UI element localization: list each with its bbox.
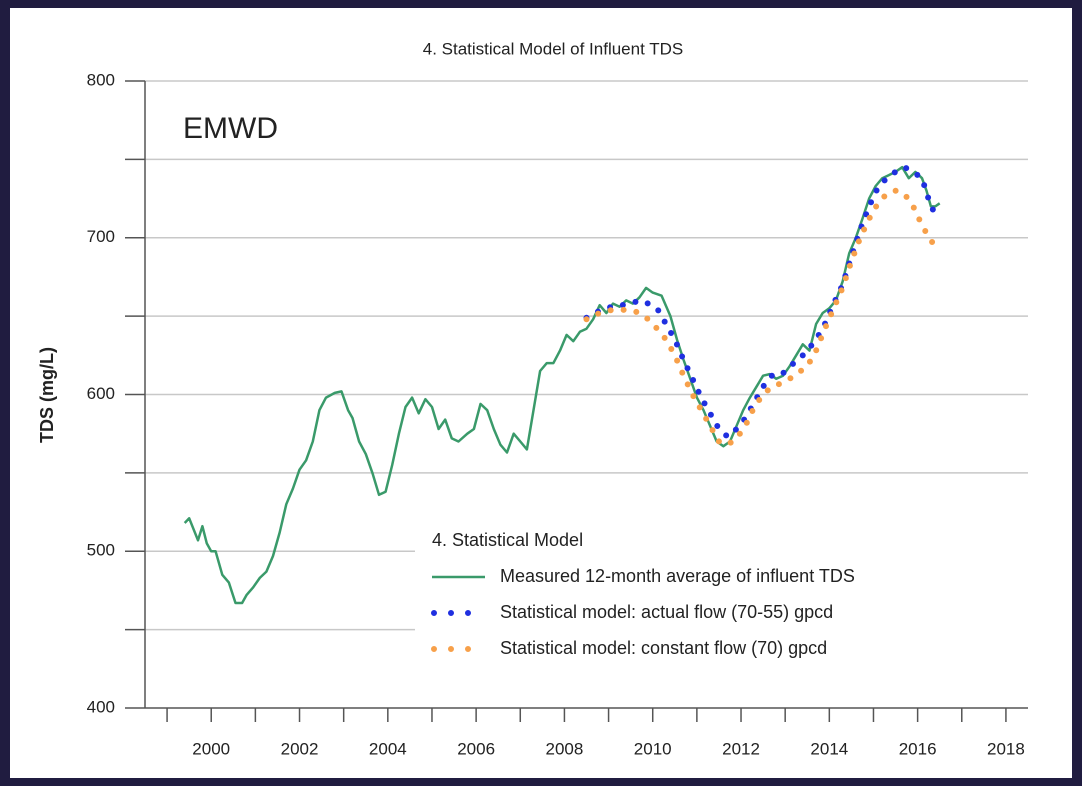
x-tick-label: 2002: [281, 739, 319, 758]
y-tick-label: 400: [87, 697, 115, 716]
y-axis-label: TDS (mg/L): [37, 347, 57, 443]
y-tick-label: 700: [87, 227, 115, 246]
x-tick-label: 2006: [457, 739, 495, 758]
x-tick-label: 2010: [634, 739, 672, 758]
y-tick-label: 800: [87, 70, 115, 89]
x-tick-label: 2000: [192, 739, 230, 758]
series-line: [583, 187, 943, 449]
series-line: [583, 163, 943, 441]
annotation: EMWD: [183, 112, 278, 145]
legend-label: Statistical model: constant flow (70) gp…: [500, 638, 827, 658]
series-line: [183, 165, 941, 605]
legend-label: Measured 12-month average of influent TD…: [500, 566, 855, 586]
legend-title: 4. Statistical Model: [432, 530, 583, 550]
x-tick-label: 2012: [722, 739, 760, 758]
legend-box: [415, 518, 1030, 673]
x-tick-label: 2016: [899, 739, 937, 758]
y-tick-label: 500: [87, 541, 115, 560]
x-tick-label: 2008: [546, 739, 584, 758]
x-tick-label: 2004: [369, 739, 407, 758]
y-tick-label: 600: [87, 384, 115, 403]
x-tick-label: 2018: [987, 739, 1025, 758]
legend-label: Statistical model: actual flow (70-55) g…: [500, 602, 833, 622]
chart-title: 4. Statistical Model of Influent TDS: [423, 39, 683, 58]
x-tick-label: 2014: [810, 739, 848, 758]
